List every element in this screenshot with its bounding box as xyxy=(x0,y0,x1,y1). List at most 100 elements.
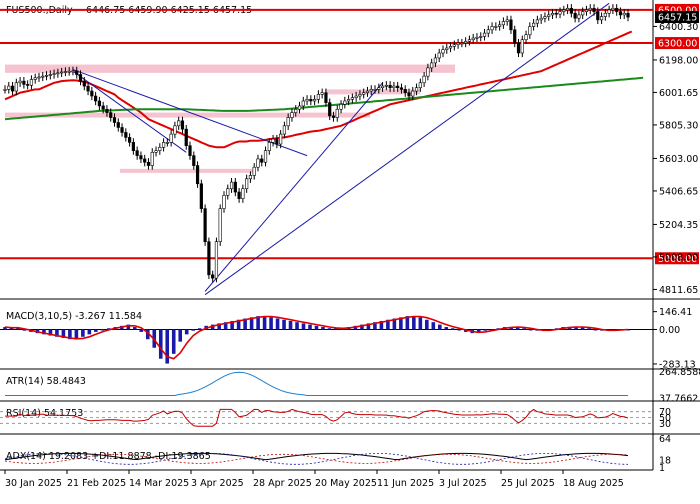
time-tick-label: 30 Jan 2025 xyxy=(5,478,62,489)
candle-body xyxy=(29,79,34,86)
candle-body xyxy=(37,76,41,79)
candle-body xyxy=(237,191,241,199)
macd-bar xyxy=(9,327,14,330)
macd-bar xyxy=(515,327,520,330)
candle-body xyxy=(331,115,336,118)
macd-bar xyxy=(22,329,27,331)
macd-bar xyxy=(321,327,325,330)
supply-zone xyxy=(5,64,455,73)
candle-body xyxy=(460,42,464,45)
candle-body xyxy=(622,12,626,16)
macd-bar xyxy=(139,329,144,332)
price-level-tag xyxy=(655,252,699,265)
macd-bar xyxy=(476,329,481,332)
macd-bar xyxy=(178,329,183,342)
candle-body xyxy=(248,175,253,180)
candle-body xyxy=(233,181,237,193)
candle-body xyxy=(547,14,551,17)
candle-body xyxy=(373,89,377,91)
candle-body xyxy=(539,17,543,21)
candle-body xyxy=(486,29,490,34)
candle-body xyxy=(618,11,623,16)
candle-body xyxy=(573,12,577,19)
candle-body xyxy=(339,104,343,110)
candle-body xyxy=(471,37,475,41)
candle-body xyxy=(120,127,124,133)
atr-tick-label: 264.8588 xyxy=(659,367,700,378)
candle-body xyxy=(414,87,419,92)
macd-bar xyxy=(126,324,131,330)
candle-body xyxy=(452,44,456,47)
candle-body xyxy=(335,108,339,118)
candle-body xyxy=(358,94,362,97)
macd-bar xyxy=(243,318,247,330)
candle-body xyxy=(97,100,101,107)
trend-line xyxy=(204,2,610,296)
candle-body xyxy=(611,7,615,11)
adx-tick-label: 18 xyxy=(659,455,671,466)
macd-bar xyxy=(275,318,280,330)
macd-bar xyxy=(580,327,585,330)
candle-body xyxy=(305,99,309,102)
candle-body xyxy=(607,9,611,14)
macd-bar xyxy=(392,318,397,330)
price-tick-label: 6001.65 xyxy=(659,88,698,99)
candle-body xyxy=(116,122,120,128)
candle-body xyxy=(422,75,426,84)
macd-bar xyxy=(444,327,449,330)
plus-di-line xyxy=(4,453,628,465)
macd-bar xyxy=(528,329,533,331)
candle-body xyxy=(346,99,351,102)
candle-body xyxy=(320,92,324,95)
candle-body xyxy=(173,125,177,135)
candle-body xyxy=(445,47,449,50)
price-level-tag xyxy=(655,37,699,50)
candle-body xyxy=(56,72,60,75)
macd-bar xyxy=(269,317,273,330)
candle-body xyxy=(456,42,460,46)
macd-bar xyxy=(158,329,163,359)
macd-bar xyxy=(3,327,7,330)
macd-bar xyxy=(483,329,488,331)
candle-body xyxy=(343,100,347,105)
candle-body xyxy=(90,90,94,97)
candle-body xyxy=(267,142,271,151)
candle-body xyxy=(524,34,528,41)
price-level-label: 6300.00 xyxy=(658,39,697,50)
candle-body xyxy=(403,89,407,94)
rsi-tick-label: 30 xyxy=(659,419,671,430)
candle-body xyxy=(543,16,547,19)
atr-tick-label: 37.7662 xyxy=(659,394,698,405)
candle-body xyxy=(131,142,135,151)
candle-body xyxy=(294,108,298,113)
macd-bar xyxy=(314,325,319,330)
adx-label: ADX(14) 19.2083 +DI:11.8878 -DI:19.3865 xyxy=(6,451,211,462)
candle-body xyxy=(535,19,539,24)
macd-label: MACD(3,10,5) -3.267 11.584 xyxy=(6,311,142,322)
ma-line-0 xyxy=(4,30,633,149)
time-tick-label: 25 Jul 2025 xyxy=(501,478,555,489)
candle-body xyxy=(380,85,385,89)
candle-body xyxy=(82,80,86,87)
candle-body xyxy=(275,138,279,145)
candle-body xyxy=(494,26,498,28)
candle-body xyxy=(195,165,200,185)
macd-bar xyxy=(217,323,221,330)
candle-body xyxy=(550,12,555,16)
macd-bar xyxy=(236,319,241,330)
candle-body xyxy=(569,7,573,14)
price-tick-label: 5008.00 xyxy=(659,252,698,263)
candle-body xyxy=(426,67,430,77)
candle-body xyxy=(63,71,68,73)
macd-bar xyxy=(100,329,105,331)
candle-body xyxy=(399,87,404,90)
supply-zone xyxy=(120,168,255,173)
candle-body xyxy=(316,94,320,100)
candle-body xyxy=(516,42,521,54)
candle-body xyxy=(396,85,400,89)
candle-body xyxy=(52,73,56,75)
candle-body xyxy=(369,89,373,92)
macd-bar xyxy=(295,322,299,330)
rsi-label: RSI(14) 54.1753 xyxy=(6,408,83,419)
